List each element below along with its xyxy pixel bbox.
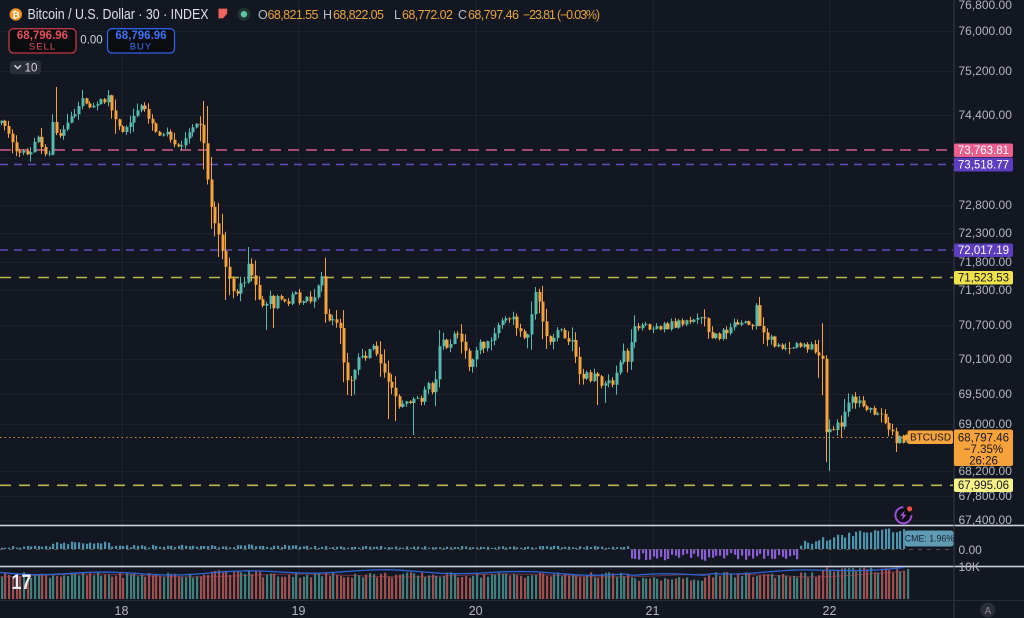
svg-text:71,800.00: 71,800.00 <box>959 255 1013 269</box>
svg-text:68,796.96: 68,796.96 <box>17 30 68 42</box>
svg-text:0.00: 0.00 <box>959 543 983 557</box>
svg-text:0.00: 0.00 <box>80 35 102 47</box>
svg-text:CME: 1.96%: CME: 1.96% <box>905 534 955 544</box>
svg-text:71,300.00: 71,300.00 <box>959 283 1013 297</box>
svg-text:26:26: 26:26 <box>969 456 998 468</box>
svg-text:69,500.00: 69,500.00 <box>959 387 1013 401</box>
svg-text:L: L <box>394 8 401 22</box>
svg-text:BUY: BUY <box>130 42 153 53</box>
svg-text:−7.35%: −7.35% <box>964 444 1003 456</box>
svg-text:67,800.00: 67,800.00 <box>959 489 1013 503</box>
svg-text:68,797.46: 68,797.46 <box>958 433 1009 445</box>
svg-text:O: O <box>258 8 268 22</box>
svg-text:−23.81 (−0.03%): −23.81 (−0.03%) <box>523 8 600 22</box>
svg-text:76,800.00: 76,800.00 <box>959 0 1013 12</box>
svg-text:72,017.19: 72,017.19 <box>958 245 1009 257</box>
svg-text:H: H <box>323 8 332 22</box>
svg-text:76,000.00: 76,000.00 <box>959 24 1013 38</box>
svg-text:67,995.06: 67,995.06 <box>958 480 1009 492</box>
svg-text:68,797.46: 68,797.46 <box>468 8 519 22</box>
svg-text:10: 10 <box>25 63 38 75</box>
svg-text:BTCUSD: BTCUSD <box>910 433 951 444</box>
svg-text:17: 17 <box>12 571 32 594</box>
svg-text:72,300.00: 72,300.00 <box>959 226 1013 240</box>
svg-text:70,100.00: 70,100.00 <box>959 352 1013 366</box>
svg-text:Bitcoin / U.S. Dollar · 30 · I: Bitcoin / U.S. Dollar · 30 · INDEX <box>28 6 209 23</box>
svg-text:SELL: SELL <box>29 42 56 53</box>
svg-text:₿: ₿ <box>12 10 20 21</box>
svg-text:68,200.00: 68,200.00 <box>959 464 1013 478</box>
svg-text:72,800.00: 72,800.00 <box>959 198 1013 212</box>
svg-text:73,518.77: 73,518.77 <box>958 160 1009 172</box>
svg-text:68,796.96: 68,796.96 <box>115 30 166 42</box>
svg-text:67,400.00: 67,400.00 <box>959 513 1013 527</box>
svg-text:21: 21 <box>646 604 660 618</box>
svg-text:68,822.05: 68,822.05 <box>333 8 384 22</box>
svg-text:18: 18 <box>115 604 129 618</box>
svg-text:74,400.00: 74,400.00 <box>959 108 1013 122</box>
svg-text:73,763.81: 73,763.81 <box>958 145 1009 157</box>
svg-text:10K: 10K <box>959 560 980 574</box>
svg-text:C: C <box>458 8 467 22</box>
svg-text:68,821.55: 68,821.55 <box>268 8 319 22</box>
svg-text:19: 19 <box>292 604 306 618</box>
svg-text:71,523.53: 71,523.53 <box>958 273 1009 285</box>
svg-text:A: A <box>984 606 991 617</box>
svg-text:22: 22 <box>823 604 837 618</box>
svg-text:69,000.00: 69,000.00 <box>959 417 1013 431</box>
svg-text:20: 20 <box>469 604 483 618</box>
svg-text:68,772.02: 68,772.02 <box>402 8 453 22</box>
svg-text:70,700.00: 70,700.00 <box>959 318 1013 332</box>
svg-text:75,200.00: 75,200.00 <box>959 64 1013 78</box>
